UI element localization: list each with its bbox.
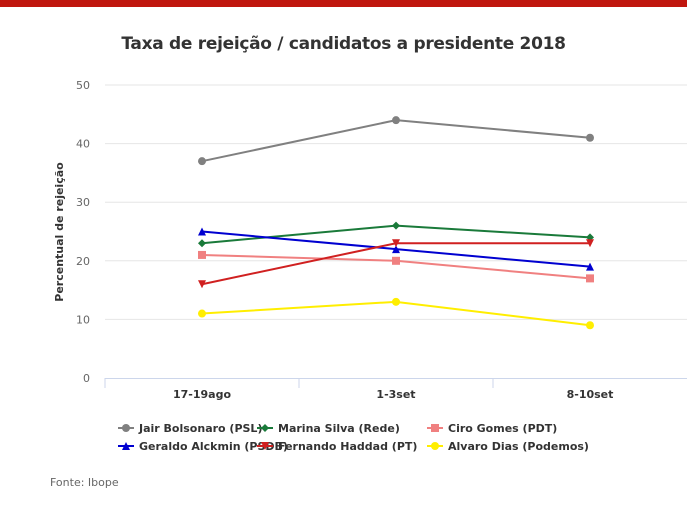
chart-title: Taxa de rejeição / candidatos a presiden… bbox=[121, 34, 566, 54]
data-point bbox=[198, 227, 206, 236]
legend-marker bbox=[431, 424, 439, 432]
legend-label: Geraldo Alckmin (PSDB) bbox=[139, 440, 288, 453]
x-axis: 17-19ago 1-3set 8-10set bbox=[104, 378, 687, 401]
data-point bbox=[392, 297, 400, 306]
data-point bbox=[586, 239, 594, 248]
legend-item[interactable]: Fernando Haddad (PT) bbox=[257, 440, 417, 453]
legend-item[interactable]: Ciro Gomes (PDT) bbox=[427, 422, 557, 435]
data-point bbox=[392, 221, 400, 230]
x-tick-label: 8-10set bbox=[567, 388, 614, 401]
data-point bbox=[198, 250, 206, 259]
data-point bbox=[392, 245, 400, 254]
series-alvaro-dias-podemos bbox=[198, 297, 594, 330]
legend-item[interactable]: Alvaro Dias (Podemos) bbox=[427, 440, 589, 453]
y-axis-label: Percentual de rejeição bbox=[53, 162, 66, 302]
data-point bbox=[392, 239, 400, 248]
y-tick-label: 10 bbox=[76, 313, 90, 326]
data-point bbox=[586, 133, 594, 142]
legend-label: Alvaro Dias (Podemos) bbox=[448, 440, 589, 453]
legend-label: Ciro Gomes (PDT) bbox=[448, 422, 557, 435]
y-tick-label: 20 bbox=[76, 255, 90, 268]
gridlines bbox=[105, 84, 687, 320]
data-point bbox=[586, 321, 594, 330]
legend-marker bbox=[261, 442, 269, 450]
data-point bbox=[392, 116, 400, 125]
series-group bbox=[198, 116, 594, 330]
series-ciro-gomes-pdt bbox=[198, 250, 594, 283]
y-tick-label: 40 bbox=[76, 138, 90, 151]
y-tick-label: 30 bbox=[76, 196, 90, 209]
x-tick-label: 1-3set bbox=[376, 388, 415, 401]
data-point bbox=[198, 280, 206, 289]
data-point bbox=[586, 262, 594, 271]
x-tick-label: 17-19ago bbox=[173, 388, 231, 401]
y-tick-label: 0 bbox=[83, 372, 90, 385]
legend: Jair Bolsonaro (PSL) Marina Silva (Rede) C… bbox=[118, 422, 589, 453]
legend-label: Fernando Haddad (PT) bbox=[278, 440, 417, 453]
source-note: Fonte: Ibope bbox=[50, 476, 119, 489]
legend-item[interactable]: Geraldo Alckmin (PSDB) bbox=[118, 440, 288, 453]
series-geraldo-alckmin-psdb bbox=[198, 227, 594, 271]
legend-marker bbox=[431, 442, 439, 450]
series-fernando-haddad-pt bbox=[198, 239, 594, 289]
top-accent-bar bbox=[0, 0, 687, 7]
legend-marker bbox=[261, 424, 269, 432]
legend-label: Marina Silva (Rede) bbox=[278, 422, 400, 435]
data-point bbox=[198, 239, 206, 248]
series-line bbox=[201, 119, 591, 163]
data-point bbox=[392, 256, 400, 265]
legend-label: Jair Bolsonaro (PSL) bbox=[138, 422, 262, 435]
data-point bbox=[586, 274, 594, 283]
data-point bbox=[198, 309, 206, 318]
data-point bbox=[198, 157, 206, 166]
legend-marker bbox=[122, 424, 130, 432]
y-tick-label: 50 bbox=[76, 79, 90, 92]
legend-item[interactable]: Jair Bolsonaro (PSL) bbox=[118, 422, 262, 435]
series-jair-bolsonaro-psl bbox=[198, 116, 594, 166]
y-axis-ticks: 0 10 20 30 40 50 bbox=[76, 79, 90, 385]
legend-marker bbox=[122, 442, 130, 450]
legend-item[interactable]: Marina Silva (Rede) bbox=[257, 422, 400, 435]
